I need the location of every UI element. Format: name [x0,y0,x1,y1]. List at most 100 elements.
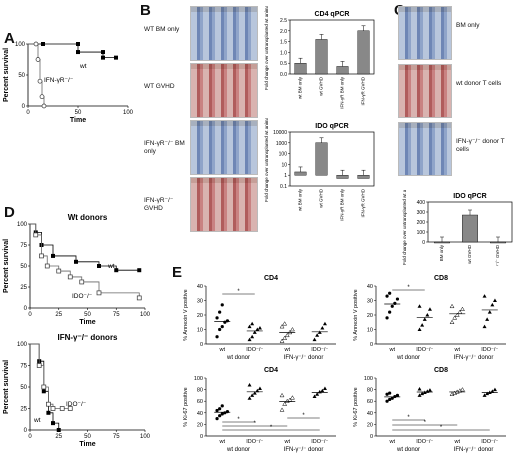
histology-image-b-2 [190,63,258,118]
data-point [492,298,497,302]
survival-marker [51,421,55,426]
chart-a-survival: 100 50 00 50 100 Percent survival Time wt IFN-γR… [3,41,134,124]
data-point [390,304,394,308]
chart-e-cd8-ki67: CD8 100 80 60 40 20 0 % Ki-67 positive wt IDO⁻/⁻ w… [353,367,506,453]
chart-d-wt-donors: 100 75 50 25 00 25 50 75 100 Percent survival Time… [3,213,151,326]
data-point [218,327,222,332]
data-point [225,319,230,323]
data-point [282,401,288,406]
data-point [279,338,285,343]
y-tick-label: 10 [367,328,373,334]
bar [294,171,307,176]
survival-line-2 [30,343,71,409]
data-point [492,387,497,392]
y-tick-label: 40 [197,284,203,290]
data-point [449,319,455,324]
y-axis-label: % Annexin V positive [183,289,189,340]
chart-title: CD4 [264,275,278,282]
chart-e-cd4-annexin: CD4 40 30 20 10 0 % Annexin V positive wt IDO⁻/⁻… [183,275,336,361]
data-point [390,396,394,400]
data-point [385,294,389,298]
x-category-label: IDO⁻/⁻ [311,347,328,353]
data-point [282,335,288,340]
survival-marker [76,42,80,46]
survival-marker [44,263,50,269]
data-point [395,393,400,397]
bar [315,39,328,75]
survival-marker [114,268,119,273]
y-axis-label: Fold change over untransplanted wt anima… [264,6,269,90]
category-label: wt GVHD [319,188,324,208]
y-tick-label: 0.0 [280,72,287,78]
survival-marker [39,253,44,259]
data-point [427,307,432,311]
plot-frame [289,131,375,187]
y-tick-label: 0 [370,434,373,440]
data-point [320,326,325,330]
data-point [252,391,257,395]
data-point [482,324,487,329]
data-point [425,313,430,317]
survival-marker [56,428,61,432]
data-point [422,317,427,321]
survival-marker [59,406,65,411]
y-tick-label: 200 [417,220,426,226]
histology-caption: WT BM only [144,26,180,33]
chart-title: CD4 [264,367,278,374]
x-category-label: wt [454,347,461,353]
x-tick-label: 100 [140,434,151,440]
survival-line-2 [30,223,140,298]
x-category-label: wt [284,439,291,445]
data-point [257,386,262,390]
y-tick-label: 100 [194,376,203,382]
data-point [388,391,392,395]
category-label: wt GVHD [467,244,472,264]
survival-marker [136,295,142,301]
x-tick-label: 0 [28,434,32,440]
data-point [454,312,460,317]
x-tick-label: 0 [26,110,30,116]
data-point [225,410,230,414]
y-tick-label: 100 [17,222,28,228]
bar [434,241,450,244]
series-label: wt [79,63,87,70]
bar [490,241,506,244]
survival-marker [114,55,118,60]
series-label: IDO⁻/⁻ [66,401,87,408]
data-point [482,393,487,397]
bar [357,175,370,179]
data-point [247,396,252,400]
y-tick-label: 10 [197,328,203,334]
significance-star: * [407,415,410,421]
data-point [460,306,465,311]
data-point [417,327,422,331]
survival-marker [101,50,105,55]
data-point [460,387,465,392]
data-point [279,392,285,398]
chart-b-ido-qpcr: IDO qPCR 10000 1000 100 10 1 0.1 Fold change ov… [264,118,375,221]
significance-star: * [440,425,443,431]
histology-caption: WT GVHD [144,83,175,90]
y-tick-label: 100 [17,342,28,348]
y-tick-label: 0 [22,104,26,110]
x-category-label: wt [389,439,396,445]
data-point [482,294,487,298]
histology-caption: IFN-γR⁻/⁻ GVHD [144,197,174,212]
survival-marker [39,94,45,100]
data-point [247,337,252,342]
significance-star: * [254,421,257,427]
y-tick-label: 0.5 [280,61,287,67]
chart-title: IDO qPCR [315,123,348,130]
y-tick-label: 1.0 [280,50,287,56]
chart-title: IDO qPCR [453,193,486,200]
y-tick-label: 300 [417,210,426,216]
y-tick-label: 10000 [273,130,287,136]
y-axis-label: % Ki-67 positive [183,387,189,426]
y-tick-label: 100 [15,42,26,48]
survival-line-1 [30,223,140,271]
x-category-label: wt [389,347,396,353]
y-tick-label: 25 [20,285,27,291]
x-axis-label: Time [79,319,95,326]
group-label-ifn: IFN-γ⁻/⁻ donor [454,447,494,453]
significance-star: * [424,420,427,426]
